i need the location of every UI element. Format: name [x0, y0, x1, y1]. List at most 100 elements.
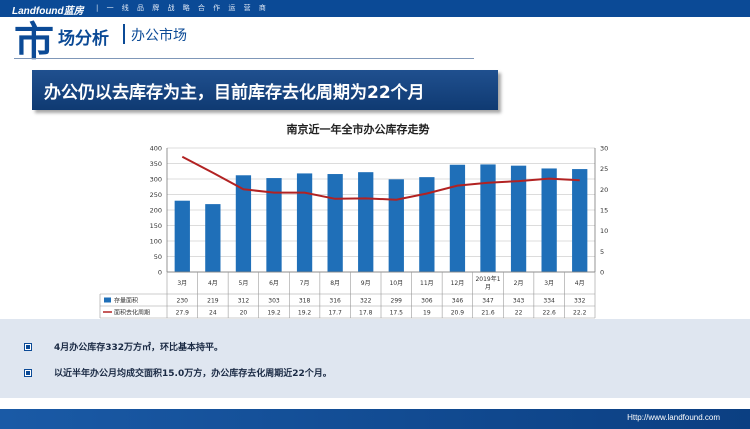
category-label: 9月	[361, 280, 371, 287]
data-label: 316	[329, 298, 341, 305]
y2-tick-label: 0	[600, 269, 604, 277]
category-label: 3月	[544, 280, 554, 287]
bar	[388, 179, 404, 272]
data-label: 19	[423, 310, 431, 317]
category-label: 月	[485, 284, 491, 291]
brand-slogan: | 一 线 品 牌 战 略 合 作 运 营 商	[96, 4, 269, 12]
y-tick-label: 300	[150, 176, 162, 184]
data-label: 322	[360, 298, 372, 305]
data-label: 230	[177, 298, 189, 305]
y2-tick-label: 30	[600, 145, 608, 153]
series-line	[181, 155, 580, 201]
y2-tick-label: 15	[600, 207, 608, 215]
data-label: 17.7	[328, 310, 342, 317]
data-label: 22.6	[542, 310, 556, 317]
data-label: 299	[391, 298, 403, 305]
category-label: 11月	[420, 280, 434, 287]
y2-tick-label: 5	[600, 248, 604, 256]
bar	[358, 172, 374, 272]
y-tick-label: 400	[150, 145, 162, 153]
category-label: 4月	[208, 280, 218, 287]
section-title: 场分析	[58, 29, 109, 49]
data-label: 306	[421, 298, 433, 305]
data-label: 312	[238, 298, 250, 305]
y-tick-label: 50	[154, 253, 162, 261]
data-label: 343	[513, 298, 525, 305]
data-label: 19.2	[267, 310, 281, 317]
data-label: 22	[515, 310, 523, 317]
bar	[235, 175, 252, 272]
bar	[419, 177, 435, 272]
bar	[174, 200, 190, 272]
category-label: 12月	[451, 280, 465, 287]
data-label: 303	[268, 298, 280, 305]
y-tick-label: 0	[158, 269, 162, 277]
category-label: 4月	[575, 280, 585, 287]
summary-item-1: 4月办公库存332万方㎡，环比基本持平。	[54, 343, 224, 353]
square-bullet-icon	[24, 343, 32, 351]
bar	[449, 164, 466, 272]
bar-series	[174, 164, 588, 272]
bar	[510, 165, 527, 272]
bar	[480, 164, 496, 272]
category-label: 3月	[177, 280, 187, 287]
inventory-chart: 南京近一年全市办公库存走势 0 50 100 150 200 250 300 350 400 0 5…	[99, 122, 608, 319]
section-divider	[123, 24, 125, 44]
y-tick-label: 250	[150, 191, 162, 199]
summary-panel: 4月办公库存332万方㎡，环比基本持平。 以近半年办公月均成交面积15.0万方，…	[0, 319, 750, 398]
category-label: 6月	[269, 280, 279, 287]
y2-tick-label: 10	[600, 227, 608, 235]
chart-gridlines	[167, 147, 595, 273]
legend-label: 面积去化周期	[114, 309, 150, 317]
data-label: 334	[543, 298, 555, 305]
category-label: 2月	[514, 280, 524, 287]
headline-text: 办公仍以去库存为主，目前库存去化周期为22个月	[44, 83, 425, 103]
footer-url: Http://www.landfound.com	[627, 413, 720, 422]
category-label: 7月	[300, 280, 310, 287]
square-bullet-icon	[24, 369, 32, 377]
section-subtitle: 办公市场	[131, 28, 187, 44]
headline-banner: 办公仍以去库存为主，目前库存去化周期为22个月	[32, 70, 498, 110]
data-label: 20.9	[451, 310, 465, 317]
brand-logo: Landfound蓝房	[12, 6, 84, 17]
section-title-char: 市	[14, 19, 54, 65]
y2-tick-label: 20	[600, 186, 608, 194]
section-underline	[14, 58, 474, 59]
data-label: 24	[209, 310, 217, 317]
data-label: 19.2	[298, 310, 312, 317]
summary-item-2: 以近半年办公月均成交面积15.0万方，办公库存去化周期近22个月。	[54, 369, 332, 379]
category-label: 8月	[330, 280, 340, 287]
y-tick-label: 150	[150, 222, 162, 230]
bar	[266, 178, 282, 272]
bar	[572, 169, 588, 272]
category-label: 5月	[239, 280, 249, 287]
y-tick-label: 200	[150, 207, 162, 215]
data-label: 219	[207, 298, 219, 305]
category-label: 10月	[389, 280, 403, 287]
data-label: 346	[452, 298, 464, 305]
data-label: 332	[574, 298, 586, 305]
data-label: 21.6	[481, 310, 495, 317]
data-label: 17.5	[390, 310, 404, 317]
bar	[205, 204, 221, 272]
line-series	[181, 155, 580, 201]
y-tick-label: 350	[150, 160, 162, 168]
y2-tick-label: 25	[600, 165, 608, 173]
bar	[541, 168, 557, 272]
footer-bar	[0, 409, 750, 429]
bar	[296, 173, 313, 272]
data-label: 27.9	[176, 310, 190, 317]
data-label: 20	[240, 310, 248, 317]
data-label: 318	[299, 298, 311, 305]
legend-key-bar	[104, 297, 111, 303]
data-label: 17.8	[359, 310, 373, 317]
data-label: 22.2	[573, 310, 587, 317]
category-label: 2019年1	[475, 275, 500, 283]
data-label: 347	[482, 298, 494, 305]
legend-label: 存量面积	[114, 297, 138, 305]
chart-title: 南京近一年全市办公库存走势	[287, 122, 430, 136]
y-tick-label: 100	[150, 238, 162, 246]
bar	[327, 174, 343, 272]
top-brand-bar: Landfound蓝房 | 一 线 品 牌 战 略 合 作 运 营 商	[0, 0, 750, 17]
